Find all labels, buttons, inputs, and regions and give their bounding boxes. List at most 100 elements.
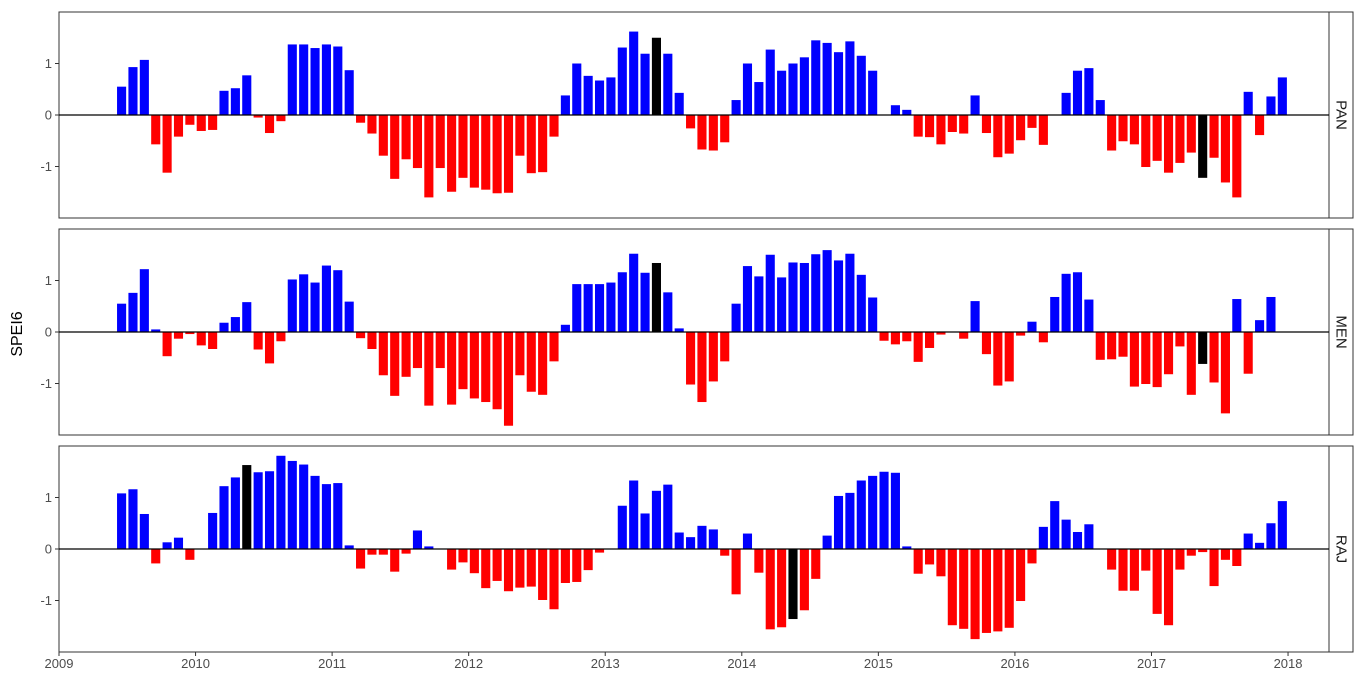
bar-men-2013-02 <box>617 272 627 332</box>
bar-raj-2015-10 <box>981 549 992 633</box>
bar-pan-2016-11 <box>1129 115 1139 145</box>
bar-men-2016-06 <box>1072 272 1083 332</box>
bar-men-2014-03 <box>765 254 775 332</box>
bar-men-2010-12 <box>321 265 331 332</box>
bar-pan-2014-04 <box>777 70 787 115</box>
x-tick-label: 2016 <box>1000 656 1029 671</box>
bar-raj-2014-08 <box>822 535 832 549</box>
bar-men-2014-08 <box>822 250 832 332</box>
bar-pan-2011-01 <box>333 46 343 115</box>
bar-pan-2015-12 <box>1004 115 1014 154</box>
bar-pan-2013-10 <box>708 115 718 151</box>
bar-men-2010-05 <box>242 302 252 332</box>
bar-men-2012-05 <box>515 332 525 376</box>
bar-pan-2012-11 <box>583 75 593 115</box>
bar-raj-2017-10 <box>1255 542 1265 549</box>
bar-pan-2014-02 <box>754 82 764 115</box>
bar-men-2012-11 <box>583 284 593 332</box>
x-tick-label: 2012 <box>454 656 483 671</box>
x-tick-label: 2018 <box>1274 656 1303 671</box>
bar-pan-2015-08 <box>959 115 969 134</box>
bar-raj-2013-03 <box>629 480 639 549</box>
bar-pan-2014-11 <box>856 55 866 115</box>
bar-raj-2014-12 <box>868 475 878 549</box>
bar-raj-2013-06 <box>663 484 673 550</box>
bar-men-2015-02 <box>890 332 900 345</box>
bar-pan-2017-09 <box>1243 91 1253 115</box>
bar-pan-2017-05 <box>1198 115 1208 178</box>
bar-pan-2013-02 <box>617 47 627 115</box>
bar-raj-2017-05 <box>1198 549 1208 553</box>
bar-pan-2012-04 <box>503 115 514 193</box>
bar-raj-2011-01 <box>333 483 343 549</box>
bar-pan-2014-10 <box>845 41 855 115</box>
bar-pan-2014-05 <box>788 63 798 115</box>
bar-raj-2014-01 <box>742 533 753 549</box>
panel-pan: PAN -1 0 1 <box>40 11 1354 219</box>
bar-men-2013-10 <box>708 332 718 382</box>
bar-men-2011-03 <box>356 332 366 339</box>
bar-men-2016-07 <box>1084 299 1094 332</box>
bar-raj-2010-03 <box>219 486 229 549</box>
bar-men-2010-10 <box>299 274 309 332</box>
bar-men-2013-05 <box>651 262 661 332</box>
bar-raj-2016-09 <box>1107 549 1117 570</box>
bar-men-2017-02 <box>1163 332 1174 375</box>
bar-men-2017-06 <box>1209 332 1219 383</box>
bar-men-2010-11 <box>310 282 320 332</box>
y-tick-label: -1 <box>40 159 52 174</box>
bar-men-2013-11 <box>720 332 730 362</box>
bar-raj-2009-10 <box>162 542 172 549</box>
bar-pan-2011-04 <box>367 115 377 134</box>
bar-pan-2015-11 <box>993 115 1003 158</box>
bar-raj-2015-12 <box>1004 549 1014 628</box>
bar-men-2016-08 <box>1095 332 1105 360</box>
bar-men-2014-02 <box>754 276 764 332</box>
y-axis-title: SPEI6 <box>9 311 26 356</box>
x-tick-label: 2011 <box>318 656 346 671</box>
bar-pan-2013-03 <box>629 31 639 115</box>
bar-raj-2017-11 <box>1266 523 1276 549</box>
bar-men-2012-03 <box>492 332 502 410</box>
bar-raj-2009-11 <box>173 537 184 549</box>
bar-raj-2016-02 <box>1027 549 1037 564</box>
y-tick-label: -1 <box>40 593 52 608</box>
bar-raj-2011-11 <box>447 549 457 570</box>
x-tick-label: 2014 <box>727 656 756 671</box>
bar-raj-2011-07 <box>401 549 411 554</box>
bar-men-2017-01 <box>1152 332 1162 388</box>
bar-men-2017-11 <box>1266 296 1276 332</box>
bar-men-2009-06 <box>117 303 127 332</box>
bar-pan-2017-03 <box>1175 115 1185 163</box>
bar-raj-2016-01 <box>1016 549 1026 602</box>
bar-raj-2010-11 <box>310 475 320 549</box>
bar-men-2015-11 <box>993 332 1003 386</box>
bar-men-2009-12 <box>185 332 195 335</box>
bar-raj-2015-01 <box>879 471 889 549</box>
facet-panels: PAN -1 0 1 MEN -1 0 1 RAJ -1 0 1 <box>40 11 1354 653</box>
bar-pan-2016-09 <box>1107 115 1117 151</box>
bar-pan-2010-10 <box>299 44 309 115</box>
bar-pan-2012-09 <box>560 95 570 115</box>
bar-men-2015-12 <box>1004 332 1014 382</box>
bar-pan-2010-08 <box>276 115 286 122</box>
bar-raj-2009-07 <box>128 489 138 549</box>
bar-pan-2012-03 <box>492 115 502 194</box>
bar-pan-2011-03 <box>356 115 366 123</box>
bar-men-2011-06 <box>390 332 400 396</box>
bar-men-2011-10 <box>435 332 445 369</box>
bar-pan-2015-09 <box>970 95 980 115</box>
bar-raj-2014-06 <box>799 549 809 611</box>
bar-men-2012-09 <box>560 324 570 332</box>
bar-men-2016-04 <box>1050 296 1060 332</box>
bar-men-2017-07 <box>1220 332 1230 414</box>
bar-men-2015-05 <box>925 332 935 348</box>
bar-raj-2013-02 <box>617 505 627 549</box>
bar-raj-2009-06 <box>117 493 127 549</box>
bar-raj-2015-02 <box>890 472 900 549</box>
bar-raj-2017-12 <box>1277 501 1287 549</box>
bar-men-2010-01 <box>196 332 206 346</box>
bar-men-2014-11 <box>856 274 866 332</box>
bar-men-2016-12 <box>1141 332 1151 385</box>
bar-raj-2016-10 <box>1118 549 1128 591</box>
